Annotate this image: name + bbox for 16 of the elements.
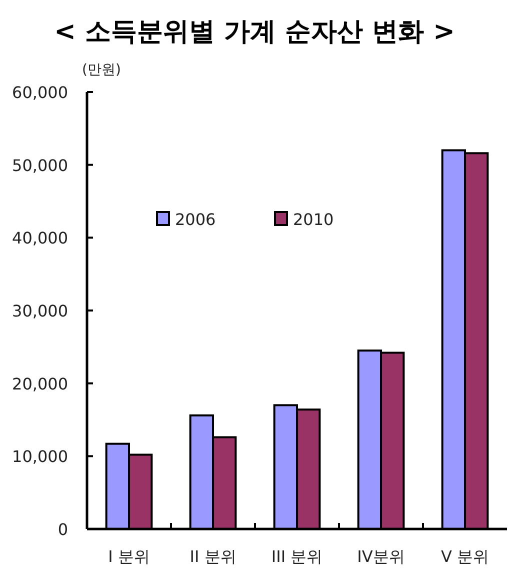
y-tick-label: 30,000 [12,302,68,320]
chart-title: < 소득분위별 가계 순자산 변화 > [54,17,455,47]
x-tick-label: I 분위 [108,547,150,566]
y-axis-title: (만원) [82,62,121,78]
y-tick-label: 40,000 [12,228,68,248]
x-tick-label: V 분위 [440,547,490,566]
y-tick-label: 20,000 [12,374,68,394]
x-tick-label: II 분위 [190,547,236,566]
y-tick-label: 60,000 [12,83,68,102]
legend-label: 2010 [293,210,334,229]
y-tick-label: 0 [58,520,68,539]
x-tick-label: IV분위 [357,547,405,566]
y-tick-label: 50,000 [12,156,68,175]
legend-label: 2006 [175,210,216,229]
x-tick-label: III 분위 [271,547,323,566]
y-tick-label: 10,000 [12,447,68,466]
